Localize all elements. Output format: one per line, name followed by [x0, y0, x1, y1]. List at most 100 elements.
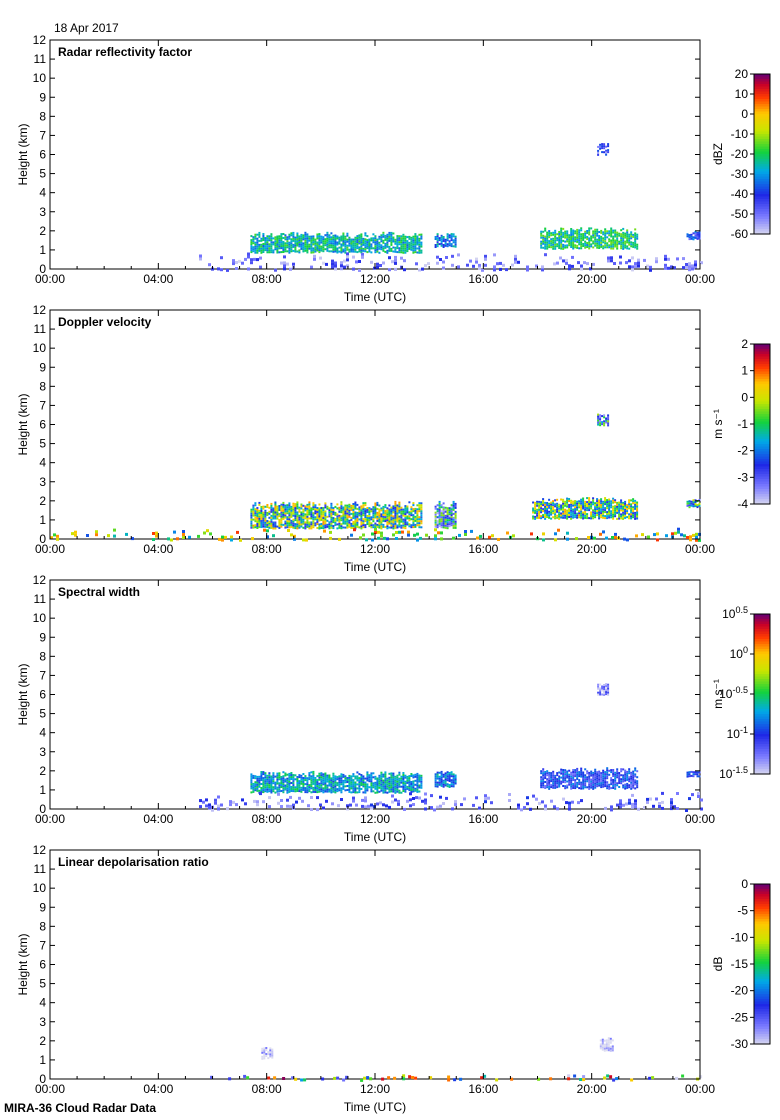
data-cell	[276, 780, 279, 783]
data-cell	[330, 522, 333, 525]
data-cell	[348, 790, 351, 793]
data-cell	[414, 783, 417, 786]
data-cell	[312, 524, 315, 527]
data-cell	[276, 251, 279, 254]
data-cell	[412, 504, 415, 507]
data-cell	[410, 783, 413, 785]
data-cell	[298, 782, 301, 785]
data-cell	[316, 808, 319, 812]
data-cell	[280, 247, 283, 250]
data-cell	[572, 514, 575, 517]
data-cell	[622, 245, 625, 248]
data-cell	[324, 786, 327, 789]
data-cell	[556, 784, 559, 787]
data-cell	[597, 151, 600, 154]
data-cell	[572, 504, 575, 507]
data-cell	[380, 783, 383, 786]
data-cell	[326, 774, 329, 777]
data-cell	[688, 775, 691, 778]
data-cell	[272, 525, 275, 528]
data-cell	[452, 520, 455, 523]
data-cell	[414, 233, 417, 236]
data-cell	[310, 509, 313, 512]
data-cell	[298, 788, 301, 791]
data-cell	[268, 512, 271, 515]
data-cell	[254, 777, 257, 780]
data-cell	[254, 502, 257, 505]
data-cell	[400, 506, 403, 509]
data-cell	[599, 687, 602, 690]
data-cell	[436, 239, 439, 242]
data-cell	[360, 788, 363, 790]
data-cell	[398, 249, 401, 252]
data-cell	[434, 505, 437, 508]
data-cell	[602, 247, 605, 250]
data-cell	[499, 261, 502, 265]
data-cell	[564, 769, 567, 772]
data-cell	[562, 259, 565, 263]
data-cell	[580, 775, 583, 778]
data-cell	[446, 237, 449, 240]
colorbar-band	[754, 471, 770, 475]
data-cell	[370, 247, 373, 250]
data-cell	[614, 787, 617, 790]
data-cell	[312, 237, 315, 240]
data-cell	[397, 802, 400, 806]
data-cell	[344, 506, 347, 509]
data-cell	[280, 786, 283, 788]
data-cell	[454, 776, 457, 779]
data-cell	[448, 774, 451, 776]
data-cell	[550, 240, 553, 243]
data-cell	[254, 251, 257, 254]
data-cell	[452, 516, 455, 519]
data-cell	[350, 518, 353, 521]
data-cell	[368, 246, 371, 249]
data-cell	[314, 504, 317, 507]
data-cell	[378, 784, 381, 787]
data-cell	[530, 532, 533, 536]
data-cell	[552, 243, 555, 246]
data-cell	[475, 796, 478, 800]
data-cell	[582, 785, 585, 788]
data-cell	[354, 505, 357, 508]
data-cell	[364, 796, 367, 800]
data-cell	[284, 514, 287, 517]
data-cell	[620, 768, 623, 771]
data-cell	[604, 497, 607, 500]
data-cell	[398, 501, 401, 504]
data-cell	[260, 522, 263, 524]
data-cell	[560, 498, 563, 501]
data-cell	[450, 514, 453, 517]
data-cell	[260, 773, 263, 775]
data-cell	[262, 519, 265, 522]
data-cell	[268, 506, 271, 509]
colorbar-band	[754, 494, 770, 498]
data-cell	[406, 507, 409, 510]
data-cell	[574, 504, 577, 507]
data-cell	[414, 519, 417, 522]
data-cell	[614, 511, 617, 514]
data-cell	[316, 235, 319, 238]
data-cell	[661, 806, 664, 810]
data-cell	[574, 787, 577, 790]
data-cell	[352, 238, 355, 241]
data-cell	[286, 787, 289, 790]
data-cell	[334, 250, 337, 253]
data-cell	[434, 236, 437, 238]
data-cell	[308, 525, 311, 528]
data-cell	[574, 502, 577, 505]
data-cell	[264, 772, 267, 775]
data-cell	[380, 248, 383, 251]
data-cell	[434, 777, 437, 780]
data-cell	[408, 241, 411, 244]
data-cell	[436, 510, 439, 513]
data-cell	[312, 514, 315, 517]
data-cell	[442, 512, 445, 515]
data-cell	[361, 804, 364, 808]
data-cell	[337, 804, 340, 808]
data-cell	[440, 784, 443, 787]
colorbar-band	[754, 634, 770, 638]
data-cell	[630, 783, 633, 786]
